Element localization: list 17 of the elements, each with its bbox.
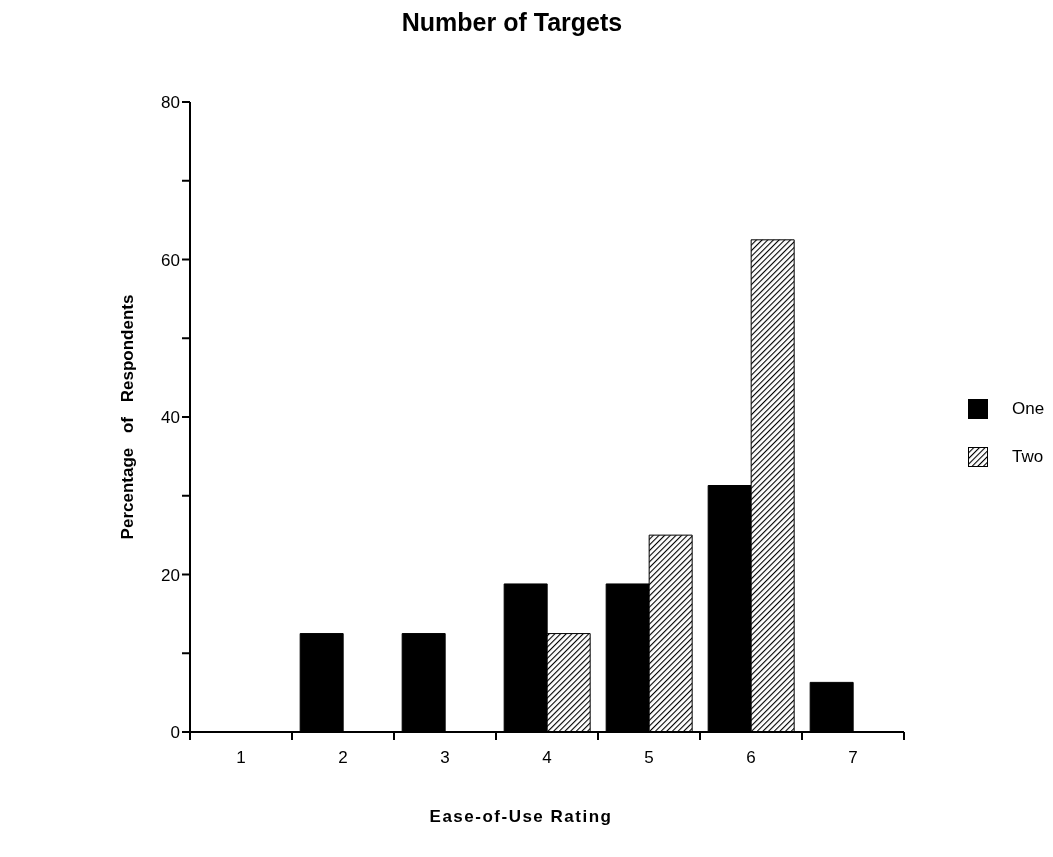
x-tick-label: 5 bbox=[644, 748, 654, 767]
y-tick-label: 60 bbox=[161, 250, 180, 270]
y-axis-title: Percentage of Respondents bbox=[118, 294, 138, 540]
x-axis-title: Ease-of-Use Rating bbox=[429, 807, 613, 827]
y-tick-label: 40 bbox=[161, 408, 180, 428]
x-tick-label: 7 bbox=[848, 748, 858, 767]
y-tick-label: 0 bbox=[170, 723, 180, 743]
y-tick-label: 20 bbox=[161, 565, 180, 585]
x-tick-label: 2 bbox=[338, 748, 348, 767]
chart-title: Number of Targets bbox=[401, 8, 623, 37]
x-tick-label: 1 bbox=[236, 748, 246, 767]
x-tick-label: 6 bbox=[746, 748, 756, 767]
legend-label: Two bbox=[1012, 447, 1044, 467]
y-tick-label: 80 bbox=[161, 93, 180, 113]
x-tick-label: 3 bbox=[440, 748, 450, 767]
legend-label: One bbox=[1012, 399, 1045, 419]
x-tick-label: 4 bbox=[542, 748, 552, 767]
